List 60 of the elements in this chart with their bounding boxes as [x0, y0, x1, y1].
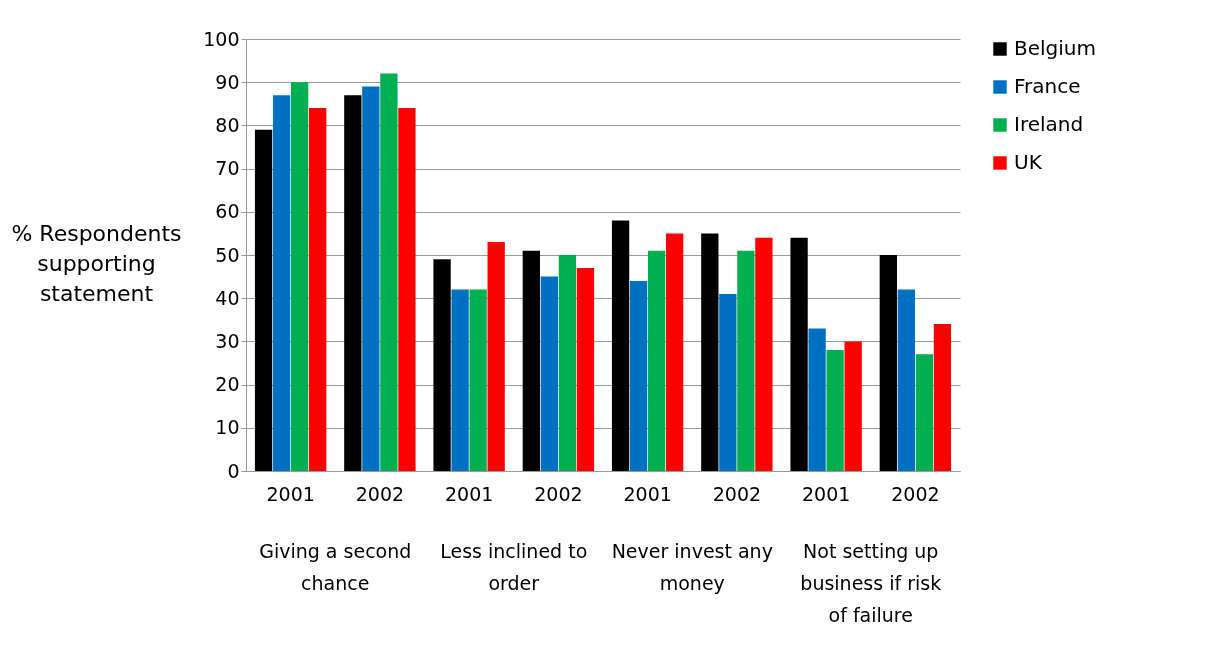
y-tick-label: 0: [227, 459, 240, 482]
bar: [808, 328, 826, 471]
text: Not setting up business if risk of failure: [800, 540, 942, 626]
bar: [272, 95, 291, 471]
bar: [915, 354, 934, 471]
bar: [451, 289, 469, 471]
bar: [433, 259, 451, 471]
bar: [737, 250, 755, 471]
bar: [826, 350, 844, 471]
bar: [398, 108, 416, 471]
y-tick-label: 80: [215, 113, 240, 136]
bar: [469, 289, 487, 471]
bar: [540, 276, 559, 471]
bar: [611, 220, 630, 471]
bar: [558, 255, 577, 471]
bar: [344, 95, 362, 471]
legend-label: Belgium: [1014, 36, 1096, 60]
x-tick-label: 2002: [712, 482, 762, 505]
y-tick-label: 20: [215, 373, 240, 396]
bar: [666, 233, 684, 471]
bar: [380, 73, 398, 471]
bar: [701, 233, 719, 471]
legend-label: UK: [1014, 150, 1043, 174]
x-tick-label: 2002: [355, 482, 405, 505]
bar: [290, 82, 309, 471]
bar: [933, 324, 952, 471]
y-axis-title: % Respondents supporting statement: [11, 220, 182, 306]
x-tick-label: 2001: [266, 482, 315, 505]
legend-label: Ireland: [1014, 112, 1084, 136]
x-tick-label: 2002: [534, 482, 583, 505]
bar: [897, 289, 916, 471]
y-tick-label: 90: [215, 70, 240, 93]
bar: [576, 267, 595, 471]
y-tick-label: 10: [215, 416, 240, 439]
bar: [719, 293, 737, 471]
bar: [362, 86, 380, 471]
text: Never invest any money: [611, 540, 773, 594]
bar: [487, 242, 505, 471]
y-tick-label: 60: [215, 200, 240, 223]
bar: [629, 280, 648, 471]
bar: [522, 250, 540, 471]
bar: [844, 341, 862, 471]
y-tick-label: 40: [215, 286, 240, 309]
bar: [647, 250, 666, 471]
bar: [254, 129, 273, 471]
bar: [790, 237, 808, 471]
y-tick-label: 50: [215, 243, 240, 266]
x-tick-label: 2001: [623, 482, 672, 505]
bar: [309, 108, 327, 471]
bar: [755, 237, 773, 471]
bar: [879, 255, 897, 471]
text: Less inclined to order: [440, 540, 588, 594]
x-tick-label: 2001: [444, 482, 494, 505]
legend-label: France: [1014, 74, 1081, 98]
x-tick-label: 2001: [801, 482, 851, 505]
y-tick-label: 70: [215, 157, 240, 180]
x-tick-label: 2002: [891, 482, 940, 505]
y-tick-label: 100: [203, 27, 240, 50]
y-tick-label: 30: [215, 329, 240, 352]
text: Giving a second chance: [259, 540, 412, 594]
